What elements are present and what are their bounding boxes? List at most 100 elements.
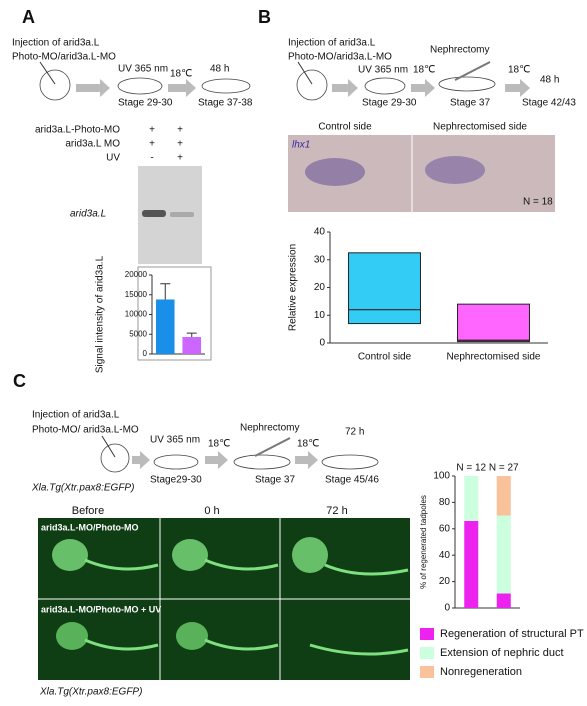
panel-label: B [258,7,271,27]
step-label: Stage 37 [450,98,490,109]
gel-mark: + [149,139,155,150]
bar-segment [496,476,511,516]
gel-row: arid3a.L MO [65,139,120,150]
y-tick-label: 20000 [125,270,148,279]
arrow [332,79,358,97]
y-axis-label: % of regenerated tadpoles [419,495,428,589]
step-label: 48 h [210,64,229,75]
y-tick-label: 60 [439,523,451,534]
y-tick-label: 15000 [125,290,148,299]
y-tick-label: 10 [314,310,326,321]
kidney [292,537,328,573]
egg [39,69,71,101]
needle [39,61,56,85]
legend-swatch [420,666,434,678]
gel-mark: + [177,153,183,164]
column-header: Before [72,505,104,517]
injection-text: Injection of arid3a.L [288,38,376,49]
step-label: UV 365 nm [358,65,408,76]
category-label: N = 27 [489,463,519,474]
injection-text: Injection of arid3a.L [32,410,120,421]
tool [454,61,491,81]
injection-text: Photo-MO/arid3a.L-MO [12,52,116,63]
embryo [117,77,163,95]
gel-band [170,212,194,217]
y-axis-label: Signal intensity of arid3a.L [95,255,106,373]
column-header: 0 h [204,505,219,517]
error-bar [160,283,171,300]
bar-segment [464,520,479,608]
needle [101,435,116,458]
tool [254,437,291,457]
arrow [132,451,150,469]
legend-label: Nonregeneration [440,666,522,678]
y-axis-label: Relative expression [288,244,299,331]
column-header: 72 h [326,505,347,517]
y-tick-label: 40 [439,550,451,561]
temperature: 18℃ [170,69,192,80]
step-label: Stage 29-30 [118,98,173,109]
x-tick-label: Control side [358,352,412,363]
gel-mark: + [149,125,155,136]
needle [297,61,313,85]
y-tick-label: 80 [439,497,451,508]
step-label: UV 365 nm [150,435,200,446]
tadpole [321,454,379,470]
embryo [233,454,291,470]
legend-label: Regeneration of structural PT [440,628,584,640]
nephric-duct [84,558,409,656]
legend-label: Extension of nephric duct [440,647,564,659]
temperature: 18℃ [413,65,435,76]
legend-swatch [420,647,434,659]
bar-segment [496,515,511,594]
embryo [438,76,496,92]
gel-mark: - [150,153,153,164]
arrow [505,79,530,97]
temperature: 18℃ [508,65,530,76]
stain [425,156,485,184]
kidney [172,539,208,571]
kidney [52,539,88,571]
kidney [176,622,208,650]
step-label: UV 365 nm [118,64,168,75]
row-label: arid3a.L-MO/Photo-MO + UV [41,604,161,614]
category-label: N = 12 [456,463,486,474]
bar [182,337,202,354]
step-label: 48 h [540,75,559,86]
transgenic-line: Xla.Tg(Xtr.pax8:EGFP) [39,687,142,698]
gene-label: lhx1 [292,140,310,151]
embryo [201,78,251,94]
stain [305,158,365,186]
y-tick-label: 0 [319,338,325,349]
gel-row: arid3a.L-Photo-MO [35,125,120,136]
bar [155,299,175,354]
y-tick-label: 100 [433,471,450,482]
temperature: 18℃ [208,439,230,450]
sample-size: N = 18 [523,197,553,208]
step-label: Stage 37 [255,475,295,486]
panel-label: C [13,371,26,391]
image-label: Control side [318,122,372,133]
embryo [364,77,406,95]
step-label: Stage 29-30 [362,98,417,109]
transgenic-line: Xla.Tg(Xtr.pax8:EGFP) [31,483,134,494]
bar-segment [496,593,511,608]
gel-mark: + [177,139,183,150]
step-label: Stage29-30 [150,475,202,486]
fluorescence-grid [38,518,410,680]
kidney [56,622,88,650]
panel-label: A [22,7,35,27]
gel-band [142,210,166,217]
band-label: arid3a.L [70,209,106,220]
arrow [411,79,435,97]
step-label: 72 h [345,427,364,438]
step-label: Stage 37-38 [198,98,253,109]
legend-swatch [420,628,434,640]
gel-mark: + [177,125,183,136]
y-tick-label: 0 [143,349,148,358]
y-tick-label: 10000 [125,310,148,319]
arrow [168,79,196,97]
injection-text: Photo-MO/ arid3a.L-MO [32,425,139,436]
box [348,252,421,325]
